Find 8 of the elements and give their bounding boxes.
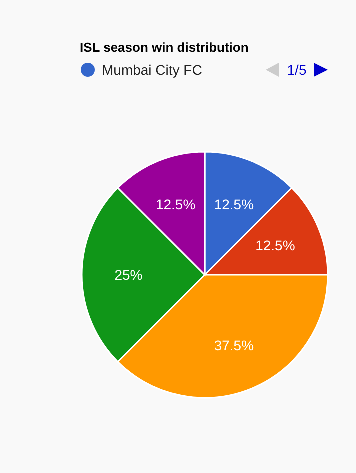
chart-title: ISL season win distribution [80,40,249,55]
data-label: 12.5% [214,196,254,212]
data-label: 12.5% [156,196,196,212]
data-label: 25% [114,266,143,283]
data-label: 37.5% [214,337,254,354]
legend-label: Mumbai City FC [102,62,202,78]
data-label: 12.5% [256,238,296,254]
text: 1/5 [287,62,307,78]
